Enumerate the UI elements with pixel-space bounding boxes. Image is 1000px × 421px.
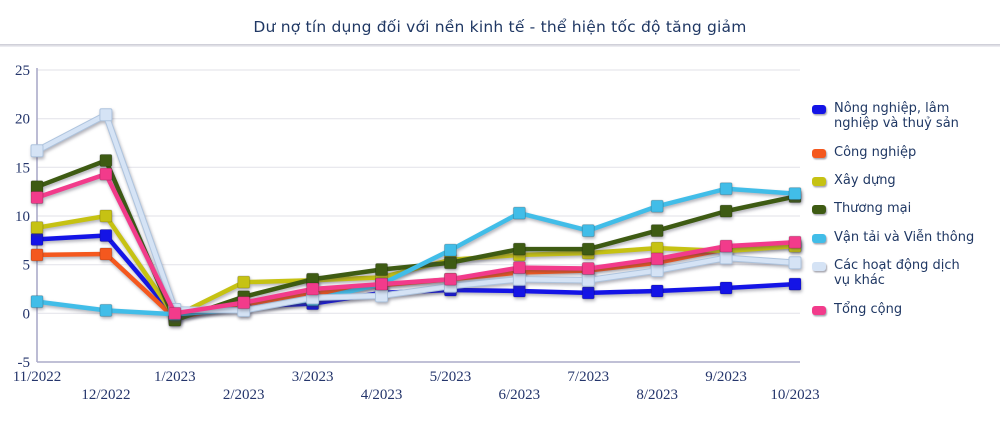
x-axis-label: 8/2023 [636,387,678,403]
y-axis-label: 15 [15,160,30,176]
data-point [650,224,664,238]
x-axis-label: 2/2023 [223,387,265,403]
data-point [30,295,44,309]
data-point [512,272,526,286]
data-point [512,206,526,220]
x-axis-label: 12/2022 [81,387,130,403]
y-axis-label: -5 [18,355,31,371]
series-line-5 [34,112,798,313]
legend-label: Vận tải và Viễn thông [834,229,975,245]
legend-label: Thương mại [834,201,912,217]
data-point [650,241,664,255]
x-axis-label: 9/2023 [705,369,747,385]
data-point [30,191,44,205]
x-axis-label: 3/2023 [292,369,334,385]
data-point [788,235,802,249]
data-point [443,272,457,286]
legend-marker [812,205,826,215]
legend-label: Xây dựng [834,172,896,188]
data-point [99,247,113,261]
legend-item-other-services: Các hoạt động dịch vụ khác [812,258,982,289]
data-point [443,243,457,257]
data-point [375,277,389,291]
data-point [99,167,113,181]
data-point [99,209,113,223]
series-5 [30,108,802,317]
data-point [581,273,595,287]
data-point [512,261,526,275]
data-point [99,303,113,317]
legend-label: Nông nghiệp, lâm nghiệp và thuỷ sản [834,101,959,132]
legend-marker [812,105,826,114]
series-line-6 [34,171,798,316]
data-point [650,252,664,266]
data-point [375,289,389,303]
data-point [30,180,44,194]
data-point [719,239,733,253]
series-3 [30,154,802,327]
data-point [99,228,113,242]
data-point [237,296,251,310]
data-point [30,232,44,246]
x-axis-label: 4/2023 [361,387,403,403]
data-point [650,264,664,278]
y-axis-label: 5 [23,258,31,274]
chart-title: Dư nợ tín dụng đối với nền kinh tế - thể… [253,18,747,36]
y-axis-label: 0 [23,306,31,322]
x-axis-label: 1/2023 [154,369,196,385]
data-point [99,154,113,168]
x-axis-label: 6/2023 [499,387,541,403]
data-point [168,306,182,320]
data-point [719,204,733,218]
legend-item-trade: Thương mại [812,201,982,216]
series-6 [30,167,802,320]
legend-item-industry: Công nghiệp [812,145,982,160]
data-point [788,277,802,291]
legend-marker [812,305,826,315]
y-axis-label: 10 [15,209,30,225]
data-point [512,242,526,256]
data-point [581,242,595,256]
legend-marker [812,233,826,243]
data-point [443,256,457,270]
x-axis-label: 5/2023 [430,369,472,385]
data-point [581,224,595,238]
data-point [788,187,802,201]
data-point [719,281,733,295]
legend: Nông nghiệp, lâm nghiệp và thuỷ sản Công… [812,101,982,317]
data-point [650,284,664,298]
data-point [581,262,595,276]
data-point [788,256,802,270]
y-axis-label: 25 [15,63,30,79]
legend-label: Các hoạt động dịch vụ khác [834,257,960,289]
legend-marker [812,148,826,158]
data-point [375,263,389,277]
data-point [581,286,595,300]
data-point [650,199,664,213]
series-line-4 [34,186,798,317]
data-point [99,108,113,122]
x-axis-label: 7/2023 [567,369,609,385]
data-point [306,282,320,296]
data-point [512,284,526,298]
data-point [30,248,44,262]
legend-label: Tổng cộng [834,301,903,317]
data-point [719,251,733,265]
y-axis-label: 20 [15,112,30,128]
legend-marker [812,176,826,186]
x-axis-label: 11/2022 [13,369,62,385]
data-point [237,275,251,289]
data-point [30,144,44,158]
title-divider [0,44,1000,47]
data-point [719,182,733,196]
x-axis-label: 10/2023 [770,387,819,403]
legend-item-construction: Xây dựng [812,173,982,188]
legend-marker [812,261,826,271]
legend-item-transport-telecom: Vận tải và Viễn thông [812,230,982,245]
data-point [30,221,44,235]
legend-item-agriculture: Nông nghiệp, lâm nghiệp và thuỷ sản [812,101,982,132]
legend-item-total: Tổng cộng [812,302,982,317]
legend-label: Công nghiệp [834,144,917,160]
